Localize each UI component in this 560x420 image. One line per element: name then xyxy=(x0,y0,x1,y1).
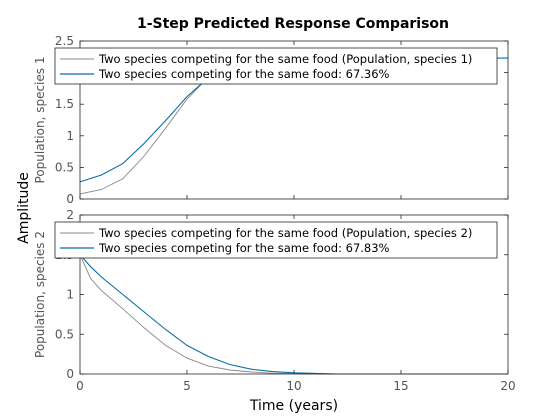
x-tick-label: 0 xyxy=(76,379,84,393)
legend: Two species competing for the same food … xyxy=(54,47,498,85)
y-tick-label: 0.5 xyxy=(55,327,74,341)
legend-entry: Two species competing for the same food … xyxy=(98,52,472,66)
x-tick-label: 5 xyxy=(183,379,191,393)
legend-entry: Two species competing for the same food … xyxy=(98,226,472,240)
x-tick-label: 15 xyxy=(393,379,408,393)
y-tick-label: 0 xyxy=(66,367,74,381)
bottom-subplot: 00.511.5205101520Population, species 2Tw… xyxy=(33,208,516,393)
legend-entry: Two species competing for the same food:… xyxy=(98,241,390,255)
y-tick-label: 0 xyxy=(66,192,74,206)
x-tick-label: 10 xyxy=(286,379,301,393)
y-axis-label: Population, species 1 xyxy=(33,57,47,184)
y-tick-label: 1.5 xyxy=(55,97,74,111)
y-tick-label: 1 xyxy=(66,288,74,302)
y-tick-label: 0.5 xyxy=(55,160,74,174)
x-axis-label: Time (years) xyxy=(249,398,338,414)
y-tick-label: 1 xyxy=(66,129,74,143)
y-axis-label: Population, species 2 xyxy=(33,231,47,358)
shared-y-axis-label: Amplitude xyxy=(16,172,32,244)
legend-entry: Two species competing for the same food:… xyxy=(98,67,390,81)
y-tick-label: 2.5 xyxy=(55,34,74,48)
y-tick-label: 2 xyxy=(66,208,74,222)
chart-title: 1-Step Predicted Response Comparison xyxy=(137,16,449,32)
x-tick-label: 20 xyxy=(500,379,515,393)
legend: Two species competing for the same food … xyxy=(54,221,498,259)
